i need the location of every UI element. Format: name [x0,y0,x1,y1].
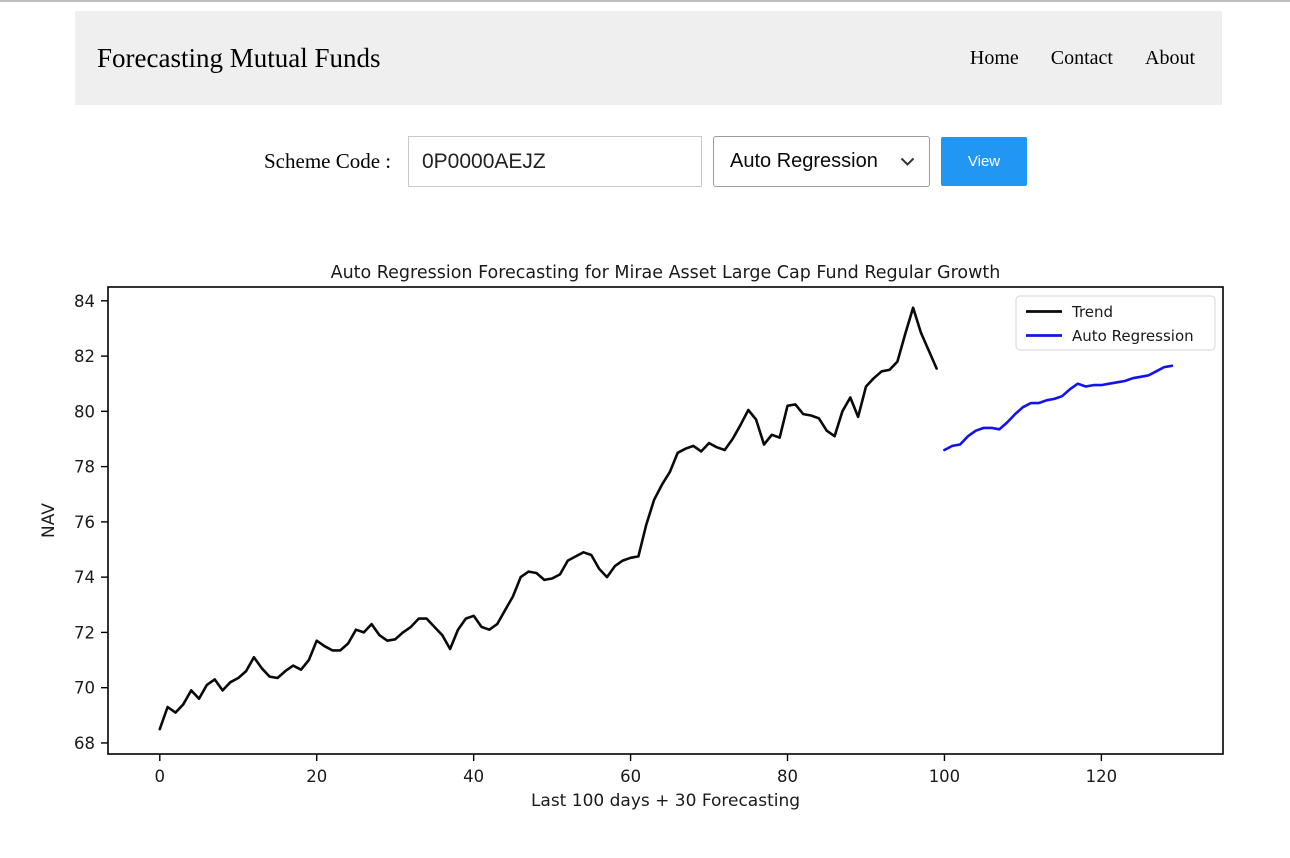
x-tick-label: 40 [463,767,484,786]
trend-line [158,306,938,731]
site-title: Forecasting Mutual Funds [97,42,381,73]
x-tick-label: 20 [306,767,327,786]
y-axis-label: NAV [39,503,59,538]
scheme-code-input[interactable] [408,136,702,187]
y-tick-label: 84 [74,292,95,311]
y-tick-label: 76 [74,513,95,532]
x-tick-label: 100 [929,767,961,786]
chart-title: Auto Regression Forecasting for Mirae As… [331,263,1001,283]
model-select-value: Auto Regression [730,150,878,172]
y-tick-label: 82 [74,347,95,366]
main-nav: Home Contact About [970,47,1195,70]
y-tick-label: 78 [74,458,95,477]
forecast-chart: 0 20 40 60 80 100 120 68 70 72 74 76 78 80 82 84 Auto Re… [39,263,1224,811]
scheme-code-label: Scheme Code : [264,149,392,173]
y-tick-label: 74 [74,568,95,587]
x-tick-label: 0 [155,767,166,786]
chevron-down-icon [900,157,915,166]
x-tick-label: 80 [777,767,798,786]
legend-label: Trend [1071,303,1113,321]
legend-label: Auto Regression [1072,327,1194,345]
y-tick-label: 68 [74,734,95,753]
x-tick-label: 60 [620,767,641,786]
forecast-line [943,364,1174,452]
window-top-border [0,0,1290,2]
header: Forecasting Mutual Funds Home Contact Ab… [75,11,1222,105]
y-tick-label: 80 [74,402,95,421]
y-tick-label: 70 [74,679,95,698]
nav-about-link[interactable]: About [1145,46,1195,69]
nav-home-link[interactable]: Home [969,46,1019,69]
x-axis-label: Last 100 days + 30 Forecasting [531,791,800,811]
model-select[interactable]: Auto Regression [713,136,930,187]
plot-border [107,286,1224,755]
x-tick-label: 120 [1086,767,1118,786]
view-button[interactable]: View [941,137,1027,186]
legend-box [1015,295,1216,351]
y-tick-label: 72 [74,623,95,642]
nav-contact-link[interactable]: Contact [1050,46,1113,69]
